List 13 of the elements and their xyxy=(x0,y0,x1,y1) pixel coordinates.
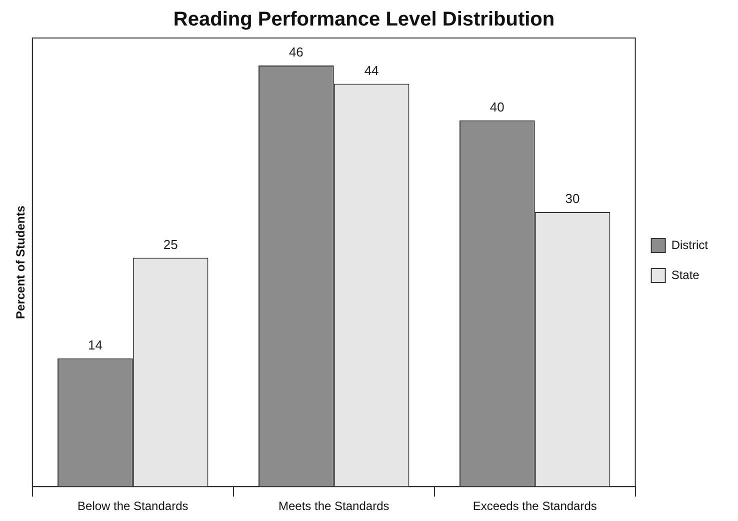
y-axis-title: Percent of Students xyxy=(14,205,28,319)
data-label: 25 xyxy=(163,236,178,252)
x-tick-label: Exceeds the Standards xyxy=(472,499,597,514)
data-label: 30 xyxy=(565,191,580,206)
legend-label: District xyxy=(671,238,709,252)
data-label: 14 xyxy=(88,338,102,353)
data-label: 46 xyxy=(288,44,304,60)
chart-title: Reading Performance Level Distribution xyxy=(173,8,555,31)
data-label: 44 xyxy=(364,62,379,78)
data-label: 40 xyxy=(490,99,504,114)
x-tick-label: Meets the Standards xyxy=(278,499,390,514)
legend-label: State xyxy=(671,268,700,282)
x-tick-label: Below the Standards xyxy=(78,499,188,514)
